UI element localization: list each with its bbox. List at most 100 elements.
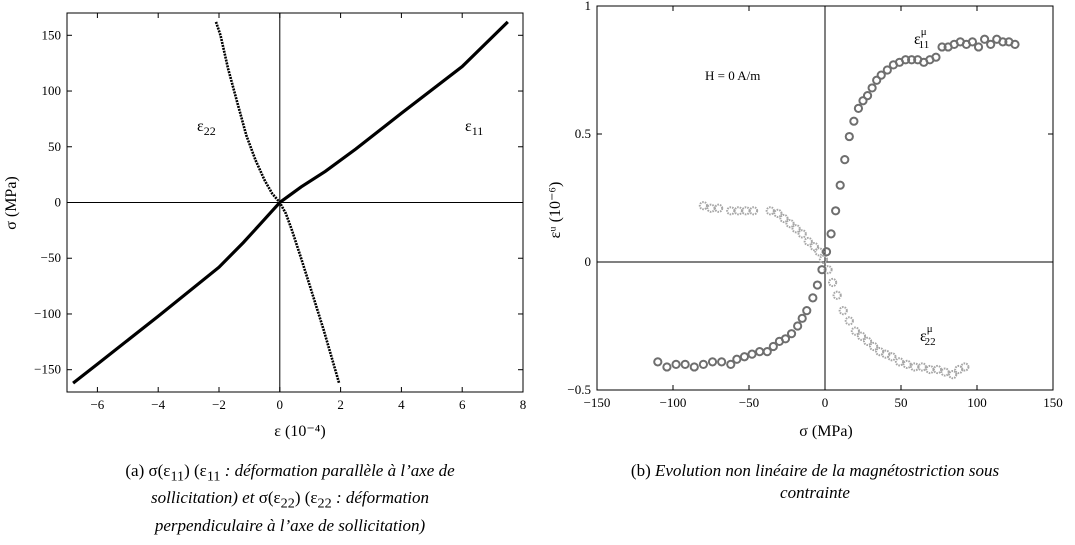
- chart-b-point-e22: [823, 265, 833, 275]
- chart-b-point-e22: [818, 254, 829, 265]
- chart-a-ytick-label: −100: [34, 306, 61, 321]
- chart-b-point-e22: [894, 357, 905, 367]
- chart-b-point-e11: [876, 70, 886, 80]
- chart-b-ylabel: εᵘ (10⁻⁶): [547, 182, 564, 239]
- chart-a-ytick-label: 50: [48, 139, 61, 154]
- chart-a-xtick-label: −4: [151, 397, 165, 412]
- chart-b-xtick-label: 150: [1043, 395, 1063, 410]
- chart-a-xtick-label: 0: [277, 397, 284, 412]
- chart-b-point-e22: [910, 362, 920, 372]
- chart-b-point-e11: [821, 247, 832, 257]
- chart-b-xtick-label: −50: [739, 395, 759, 410]
- chart-b-point-e22: [940, 367, 950, 377]
- chart-b-point-e11: [907, 55, 917, 65]
- chart-a-ytick-label: −50: [41, 250, 61, 265]
- chart-b-point-e22: [856, 331, 867, 341]
- chart-b-point-e11: [853, 103, 864, 114]
- chart-b-ytick-label: −0.5: [567, 382, 591, 397]
- chart-b-point-e22: [850, 326, 861, 336]
- chart-b-point-e22: [726, 206, 736, 216]
- chart-a-xtick-label: 4: [398, 397, 405, 412]
- chart-b-point-e11: [808, 293, 818, 303]
- chart-b-point-e11: [931, 52, 941, 62]
- chart-b-point-e22: [814, 247, 824, 257]
- chart-a-ytick-label: 0: [55, 195, 62, 210]
- chart-b-point-e11: [840, 155, 850, 165]
- chart-b-point-e11: [858, 96, 868, 106]
- chart-a-xtick-label: 8: [520, 397, 527, 412]
- chart-b-xlabel: σ (MPa): [799, 423, 853, 440]
- chart-b-ytick-label: 0.5: [575, 126, 591, 141]
- chart-b: −150 −100 −50 0 50 100 150−0.500.51 H = 0 A/m …: [547, 0, 1063, 440]
- chart-b-point-e11: [698, 359, 709, 369]
- chart-b-point-e11: [980, 34, 990, 44]
- chart-b-point-e11: [817, 265, 827, 275]
- caption-a-line3: perpendiculaire à l’axe de sollicitation…: [154, 515, 426, 535]
- caption-a-line2: sollicitation) et σ(ε22) (ε22 : déformat…: [151, 488, 429, 512]
- chart-b-point-e11: [780, 334, 791, 344]
- chart-b-point-e11: [793, 321, 803, 331]
- chart-b-point-e22: [698, 201, 709, 211]
- chart-b-point-e11: [768, 341, 778, 352]
- chart-b-point-e11: [689, 362, 699, 372]
- chart-b-point-e22: [714, 203, 724, 213]
- chart-b-point-e22: [765, 206, 775, 216]
- chart-b-point-e11: [680, 359, 690, 369]
- chart-b-point-e22: [948, 370, 958, 380]
- chart-a-xtick-label: 6: [459, 397, 466, 412]
- chart-a-label-e11: ε11: [465, 118, 483, 138]
- chart-b-point-e11: [862, 91, 873, 101]
- chart-b-point-e22: [779, 213, 789, 224]
- caption-b-line2: contrainte: [780, 483, 850, 502]
- chart-b-point-e11: [882, 65, 892, 75]
- chart-b-point-e22: [887, 352, 897, 362]
- chart-b-annotation: H = 0 A/m: [705, 68, 760, 83]
- chart-b-point-e22: [828, 277, 838, 288]
- caption-b: (b) Evolution non linéaire de la magnéto…: [560, 460, 1070, 504]
- chart-b-point-e22: [733, 206, 743, 216]
- chart-a-xtick-label: −2: [212, 397, 226, 412]
- chart-b-point-e11: [786, 329, 797, 339]
- chart-b-point-e22: [862, 336, 873, 346]
- chart-b-point-e22: [809, 242, 819, 252]
- chart-a-xtick-label: 2: [337, 397, 344, 412]
- chart-b-point-e22: [785, 219, 795, 229]
- chart-b-point-e22: [706, 203, 716, 213]
- chart-b-point-e22: [741, 206, 751, 216]
- chart-a-ytick-label: −150: [34, 362, 61, 377]
- chart-b-point-e11: [831, 206, 841, 216]
- chart-b-point-e11: [967, 37, 978, 47]
- chart-b-ytick-label: 0: [585, 254, 592, 269]
- chart-b-point-e11: [986, 39, 996, 50]
- chart-b-point-e22: [838, 306, 848, 316]
- caption-a: (a) σ(ε11) (ε11 : déformation parallèle …: [40, 460, 540, 537]
- chart-b-point-e11: [900, 55, 911, 65]
- chart-b-point-e11: [973, 42, 984, 52]
- chart-b-point-e11: [717, 357, 727, 367]
- chart-b-point-e22: [917, 362, 927, 372]
- chart-b-point-e11: [739, 352, 750, 362]
- chart-b-point-e22: [797, 229, 807, 239]
- chart-b-point-e11: [937, 42, 947, 52]
- chart-b-point-e11: [747, 349, 757, 359]
- caption-b-line1: (b) Evolution non linéaire de la magnéto…: [630, 461, 1000, 480]
- chart-b-point-e11: [826, 229, 836, 239]
- chart-b-label-e11: εμ 11: [914, 26, 929, 51]
- chart-b-point-e22: [791, 224, 801, 234]
- chart-b-point-e11: [867, 83, 877, 93]
- chart-b-ytick-label: 1: [585, 0, 592, 13]
- chart-a-ytick-label: 100: [42, 83, 62, 98]
- chart-b-xtick-label: 50: [895, 395, 908, 410]
- chart-b-xtick-label: 0: [822, 395, 829, 410]
- chart-b-ticks: −150 −100 −50 0 50 100 150 −0.5 0 0.5 1: [567, 0, 1062, 410]
- chart-b-point-e11: [802, 306, 812, 316]
- chart-b-point-e11: [662, 362, 672, 372]
- chart-b-point-e22: [925, 364, 935, 375]
- chart-b-point-e22: [869, 341, 879, 352]
- chart-b-label-e22: εμ 22: [920, 323, 936, 348]
- chart-b-point-e11: [726, 359, 736, 369]
- chart-b-point-e22: [932, 364, 943, 375]
- chart-b-point-e11: [998, 37, 1008, 47]
- chart-b-xtick-label: −100: [660, 395, 687, 410]
